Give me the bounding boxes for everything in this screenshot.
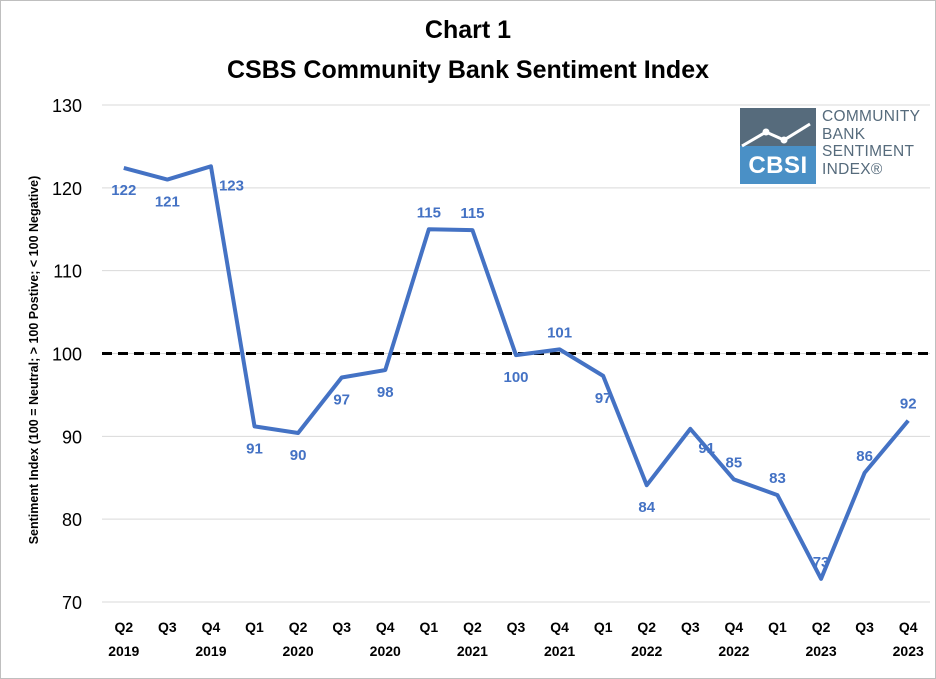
y-tick-label: 110 — [53, 262, 82, 282]
x-tick-year: 2021 — [544, 643, 575, 659]
x-tick-quarter: Q2 — [289, 619, 308, 635]
x-tick-quarter: Q2 — [114, 619, 133, 635]
data-label: 92 — [900, 396, 917, 413]
chart-title: CSBS Community Bank Sentiment Index — [226, 56, 710, 84]
x-tick-year: 2019 — [195, 643, 226, 659]
logo-word: COMMUNITY — [822, 108, 921, 125]
x-tick-quarter: Q4 — [376, 619, 395, 635]
logo-word: INDEX® — [822, 160, 883, 178]
data-label: 86 — [856, 448, 873, 465]
x-tick-quarter: Q3 — [855, 619, 874, 635]
x-tick-quarter: Q3 — [507, 619, 526, 635]
x-tick-quarter: Q4 — [550, 619, 569, 635]
x-tick-year: 2022 — [631, 643, 662, 659]
chart-number-title: Chart 1 — [424, 16, 512, 44]
logo-word: BANK — [822, 125, 866, 143]
data-label: 101 — [547, 324, 572, 341]
data-label: 84 — [638, 499, 655, 516]
x-tick-year: 2022 — [718, 643, 749, 659]
y-tick-label: 80 — [62, 510, 82, 530]
data-label: 115 — [460, 205, 484, 222]
data-label: 121 — [155, 194, 180, 211]
data-label: 91 — [246, 440, 263, 457]
data-label: 97 — [333, 392, 350, 409]
x-tick-year: 2020 — [370, 643, 401, 659]
data-label: 98 — [377, 384, 394, 401]
data-label: 97 — [595, 390, 612, 407]
data-label: 85 — [726, 454, 743, 471]
x-tick-year: 2023 — [893, 643, 924, 659]
cbsi-logo: CBSI COMMUNITY BANK SENTIMENT INDEX® — [740, 108, 930, 184]
data-label: 90 — [290, 447, 307, 464]
x-tick-quarter: Q2 — [812, 619, 831, 635]
x-tick-quarter: Q4 — [725, 619, 744, 635]
data-label: 100 — [503, 369, 528, 386]
data-label: 115 — [417, 204, 441, 221]
cbsi-logo-abbr: CBSI — [748, 152, 808, 179]
y-tick-label: 90 — [62, 427, 82, 447]
cbsi-logo-mark — [740, 108, 816, 184]
data-label: 83 — [769, 470, 786, 487]
x-tick-quarter: Q4 — [899, 619, 918, 635]
y-tick-label: 70 — [62, 593, 82, 613]
x-tick-quarter: Q3 — [158, 619, 177, 635]
x-tick-quarter: Q2 — [637, 619, 656, 635]
x-tick-quarter: Q4 — [202, 619, 221, 635]
data-label: 91 — [698, 440, 715, 457]
x-tick-year: 2019 — [108, 643, 139, 659]
data-label: 123 — [219, 177, 244, 194]
data-label: 122 — [111, 182, 136, 199]
y-tick-label: 120 — [52, 179, 82, 199]
series-line — [123, 164, 910, 581]
x-tick-year: 2021 — [457, 643, 488, 659]
x-tick-quarter: Q1 — [594, 619, 613, 635]
x-tick-quarter: Q1 — [768, 619, 787, 635]
y-tick-label: 130 — [52, 96, 82, 116]
x-tick-quarter: Q2 — [463, 619, 482, 635]
logo-word: SENTIMENT — [822, 143, 915, 160]
x-tick-quarter: Q1 — [245, 619, 264, 635]
x-tick-quarter: Q1 — [419, 619, 438, 635]
x-tick-quarter: Q3 — [332, 619, 351, 635]
x-tick-year: 2020 — [283, 643, 314, 659]
x-tick-year: 2023 — [805, 643, 836, 659]
data-label: 73 — [813, 554, 830, 571]
x-tick-quarter: Q3 — [681, 619, 700, 635]
cbsi-logo-wordmark: COMMUNITY BANK SENTIMENT INDEX® — [822, 108, 920, 178]
y-tick-label: 100 — [52, 345, 82, 365]
